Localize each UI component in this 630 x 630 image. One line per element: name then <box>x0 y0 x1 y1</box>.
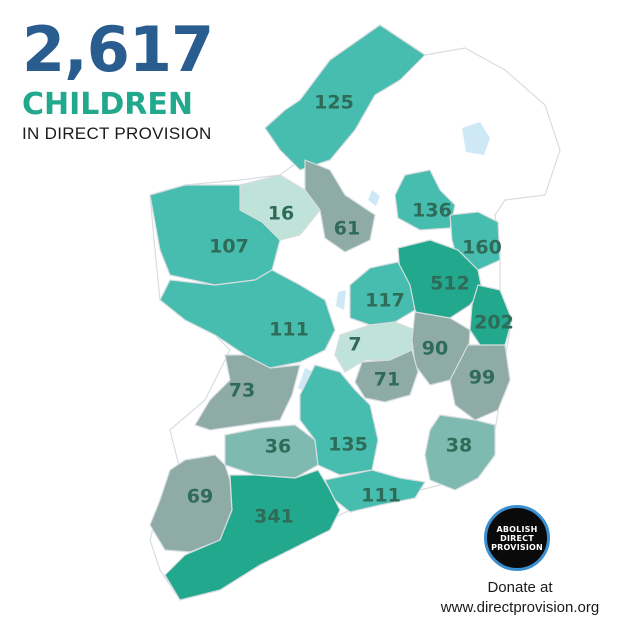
count-label-meath: 512 <box>430 273 470 295</box>
count-label-mayo: 107 <box>209 236 249 258</box>
donate-label: Donate at <box>487 579 553 596</box>
count-label-kildare: 90 <box>422 338 448 360</box>
count-label-limerick: 36 <box>265 436 291 458</box>
county-galway <box>159 269 336 369</box>
county-wexford <box>424 414 496 491</box>
count-label-leitrim: 61 <box>334 218 360 240</box>
county-donegal <box>264 24 426 171</box>
total-children-count: 2,617 <box>22 13 214 86</box>
count-label-louth: 160 <box>462 237 502 259</box>
logo-line-3: PROVISION <box>491 542 543 552</box>
county-cork <box>164 469 341 601</box>
count-label-sligo: 16 <box>268 203 294 225</box>
count-label-kerry: 69 <box>187 486 213 508</box>
lough-neagh <box>462 122 490 155</box>
map-subtitle: IN DIRECT PROVISION <box>22 124 212 143</box>
donate-note: Donate at www.directprovision.org <box>420 578 620 618</box>
count-label-westmeath: 117 <box>365 290 405 312</box>
logo-line-1: ABOLISH <box>496 524 538 534</box>
count-label-dublin: 202 <box>474 312 514 334</box>
lough-erne <box>368 190 380 206</box>
count-label-laois: 71 <box>374 369 400 391</box>
logo-line-2: DIRECT <box>500 533 534 543</box>
count-label-donegal: 125 <box>314 92 354 114</box>
children-heading: CHILDREN <box>22 87 194 122</box>
county-mayo <box>149 184 281 286</box>
count-label-tipperary: 135 <box>328 434 368 456</box>
count-label-clare: 73 <box>229 380 255 402</box>
count-label-offaly: 7 <box>348 334 361 356</box>
headline: 2,617 CHILDREN IN DIRECT PROVISION <box>22 13 214 144</box>
lough-ree <box>336 290 346 310</box>
county-waterford <box>324 469 426 513</box>
count-label-cork: 341 <box>254 506 294 528</box>
county-clare <box>194 354 301 431</box>
county-westmeath <box>349 261 416 326</box>
count-label-galway: 111 <box>269 319 309 341</box>
county-leitrim <box>304 159 376 253</box>
count-label-wicklow: 99 <box>469 367 495 389</box>
county-laois <box>354 349 419 403</box>
county-monaghan <box>394 169 456 231</box>
count-label-monaghan: 136 <box>412 200 452 222</box>
count-label-wexford: 38 <box>446 435 472 457</box>
abolish-direct-provision-logo: ABOLISH DIRECT PROVISION <box>484 505 550 571</box>
donate-url[interactable]: www.directprovision.org <box>440 599 600 616</box>
count-label-waterford: 111 <box>361 485 401 507</box>
county-wicklow <box>449 344 511 421</box>
county-tipperary <box>299 364 379 476</box>
